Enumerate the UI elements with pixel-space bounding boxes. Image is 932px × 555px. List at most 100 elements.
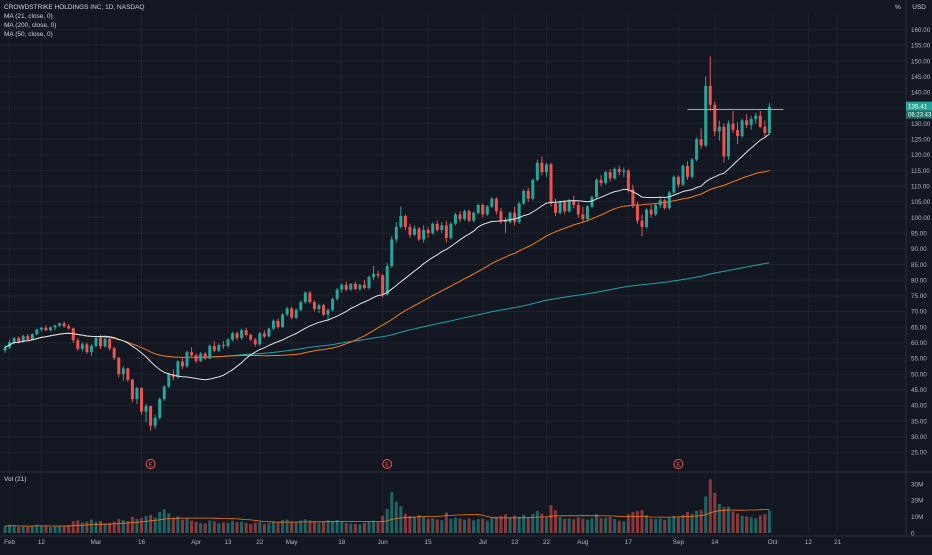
volume-bar (199, 523, 203, 533)
volume-bar (626, 514, 630, 533)
grid (0, 14, 905, 533)
candle-body (30, 333, 34, 340)
candle-body (658, 200, 662, 205)
price-tick-label: 120.00 (911, 152, 931, 159)
candle-body (426, 230, 430, 234)
volume-bar (376, 521, 380, 533)
time-tick-label: Jun (378, 539, 389, 546)
candle-body (21, 335, 25, 342)
candle-body (149, 406, 153, 426)
candle-body (89, 345, 93, 353)
price-tick-label: 110.00 (911, 184, 930, 191)
volume-bar (44, 526, 48, 533)
price-tick-label: 140.00 (911, 90, 931, 97)
volume-bar (563, 518, 567, 533)
candle-body (681, 165, 685, 185)
candle-body (44, 327, 48, 331)
volume-bar (349, 523, 353, 533)
volume-bar (649, 518, 653, 533)
candle-body (58, 323, 62, 326)
candle-body (381, 275, 385, 295)
volume-bar (99, 520, 103, 533)
volume-bar (749, 517, 753, 533)
candle-body (99, 338, 103, 347)
volume-bar (167, 513, 171, 533)
candle-body (758, 115, 762, 127)
volume-bar (467, 518, 471, 533)
candle-body (581, 214, 585, 220)
candle-body (117, 357, 121, 375)
volume-bar (344, 523, 348, 533)
candle-body (39, 327, 43, 330)
candle-body (267, 328, 271, 337)
price-tick-label: 30.00 (911, 434, 927, 441)
currency-label: USD (912, 4, 926, 11)
volume-bar (203, 523, 207, 533)
volume-bar (253, 522, 257, 533)
candle-body (458, 214, 462, 220)
candle-body (504, 220, 507, 223)
volume-bar (540, 513, 544, 533)
candle-body (376, 273, 380, 276)
volume-bar (144, 515, 148, 533)
volume-bar (403, 513, 407, 533)
volume-bar (135, 518, 139, 533)
volume-bar (194, 521, 198, 533)
candle-body (645, 209, 649, 227)
candle-body (322, 305, 325, 315)
volume-bar (331, 520, 335, 533)
candle-body (490, 198, 494, 207)
candle-body (126, 368, 130, 380)
volume-bar (526, 518, 530, 533)
price-tick-label: 150.00 (911, 58, 931, 65)
volume-bar (463, 519, 467, 533)
candle-body (767, 106, 771, 133)
candle-body (62, 323, 66, 327)
candle-body (290, 308, 294, 318)
candle-body (221, 344, 225, 346)
percent-scale-toggle[interactable]: % (895, 4, 901, 11)
volume-bar (722, 507, 726, 533)
volume-bar (244, 522, 248, 533)
candle-body (294, 309, 298, 318)
candle-body (103, 339, 107, 347)
volume-bar (58, 525, 62, 533)
volume-bar (12, 525, 16, 533)
price-tick-label: 60.00 (911, 340, 927, 347)
volume-bar (26, 526, 30, 533)
candle-body (654, 204, 658, 215)
candle-body (176, 361, 180, 378)
candle-body (649, 209, 653, 215)
candle-body (67, 326, 71, 329)
volume-bar (3, 526, 7, 533)
volume-bar (149, 514, 153, 533)
volume-bar (645, 515, 649, 533)
candle-body (667, 192, 671, 209)
time-tick-label: 13 (224, 539, 232, 546)
volume-bar (663, 519, 667, 533)
candle-body (231, 333, 234, 340)
volume-bar (112, 521, 116, 533)
candle-body (349, 283, 353, 290)
volume-legend: Vol (21) (4, 476, 27, 483)
candle-body (372, 273, 376, 278)
candle-body (317, 305, 321, 309)
candle-body (331, 298, 335, 310)
volume-bar (422, 516, 426, 533)
candle-body (262, 333, 266, 337)
ma21-path (4, 133, 770, 381)
earnings-marker-label: E (385, 462, 389, 468)
ma50-path (4, 170, 770, 358)
candle-body (494, 198, 498, 212)
price-tick-label: 45.00 (911, 387, 927, 394)
volume-bar (699, 509, 703, 533)
candle-body (12, 338, 16, 343)
time-tick-label: 14 (711, 539, 719, 546)
time-tick-label: Jul (479, 539, 487, 546)
volume-bar (231, 520, 234, 533)
candle-body (617, 168, 621, 173)
earnings-marker (673, 459, 684, 469)
candle-body (695, 139, 699, 160)
